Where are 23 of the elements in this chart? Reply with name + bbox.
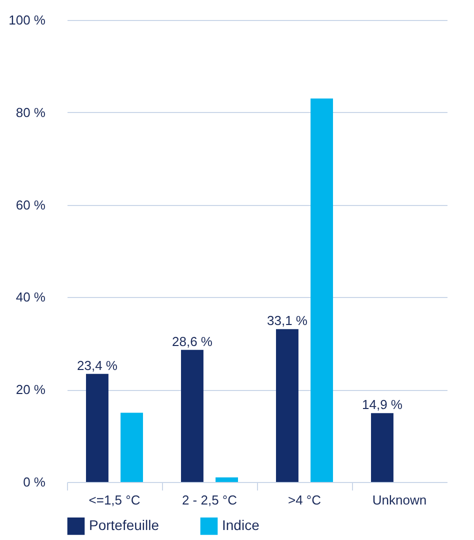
x-tick-label: Unknown <box>372 492 427 508</box>
x-tick-label: <=1,5 °C <box>88 492 140 508</box>
x-tick-label: >4 °C <box>288 492 322 508</box>
data-label: 23,4 % <box>76 358 118 373</box>
data-label: 33,1 % <box>266 313 308 328</box>
bar <box>86 374 108 482</box>
bar <box>216 477 238 482</box>
data-label: 28,6 % <box>172 334 213 349</box>
bar <box>181 350 204 482</box>
x-tick-label: 2 - 2,5 °C <box>182 492 238 508</box>
y-tick-label: 40 % <box>16 290 46 305</box>
legend-label: Indice <box>222 517 260 534</box>
y-tick-label: 60 % <box>16 197 46 212</box>
y-tick-label: 100 % <box>8 12 46 28</box>
data-label: 14,9 % <box>362 397 403 412</box>
bar <box>276 329 298 482</box>
bar <box>120 412 143 482</box>
y-tick-label: 0 % <box>23 474 46 490</box>
y-tick-label: 80 % <box>16 104 46 120</box>
legend-label: Portefeuille <box>89 517 160 534</box>
bar <box>371 413 394 482</box>
bar <box>310 98 333 482</box>
y-tick-label: 20 % <box>16 382 46 398</box>
